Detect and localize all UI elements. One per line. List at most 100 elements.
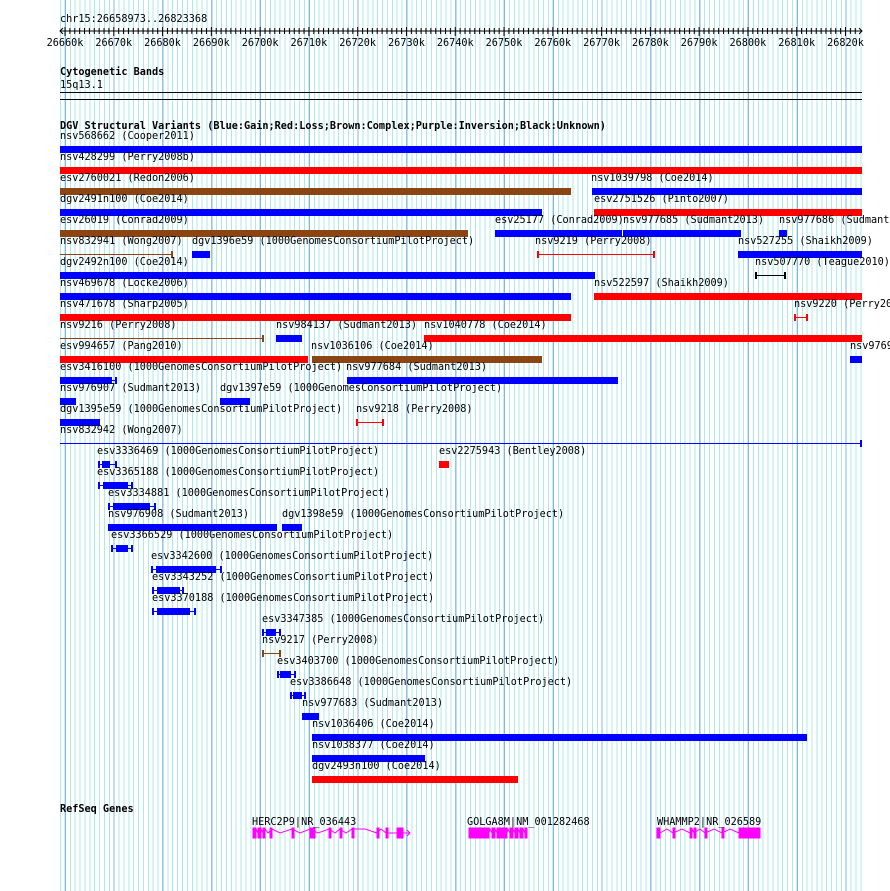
variant-label[interactable]: esv3386648 (1000GenomesConsortiumPilotPr… bbox=[290, 677, 573, 688]
variant-label[interactable]: esv3347385 (1000GenomesConsortiumPilotPr… bbox=[262, 614, 545, 625]
variant-bar[interactable] bbox=[594, 293, 862, 300]
variant-label[interactable]: dgv1395e59 (1000GenomesConsortiumPilotPr… bbox=[60, 404, 343, 415]
variant-bar[interactable] bbox=[102, 461, 110, 468]
variant-label[interactable]: nsv471678 (Sharp2005) bbox=[60, 299, 189, 310]
variant-label[interactable]: esv25177 (Conrad2009) bbox=[495, 215, 624, 226]
variant-label[interactable]: nsv9216 (Perry2008) bbox=[60, 320, 177, 331]
variant-bar[interactable] bbox=[116, 545, 128, 552]
variant-range-line[interactable] bbox=[537, 254, 655, 255]
variant-bar[interactable] bbox=[266, 629, 276, 636]
variant-label[interactable]: dgv2492n100 (Coe2014) bbox=[60, 257, 189, 268]
ruler[interactable]: 26660k 26670k 26680k 26690k 26700k 26710k 2672… bbox=[0, 24, 890, 48]
variant-label[interactable]: esv3416100 (1000GenomesConsortiumPilotPr… bbox=[60, 362, 343, 373]
variant-bar[interactable] bbox=[312, 776, 518, 783]
variant-bar[interactable] bbox=[60, 419, 100, 426]
variant-label[interactable]: nsv507770 (Teague2010) bbox=[755, 257, 890, 268]
refseq-gene-models[interactable] bbox=[0, 826, 890, 842]
variant-label[interactable]: nsv9220 (Perry2008) bbox=[794, 299, 890, 310]
variant-bar[interactable] bbox=[424, 335, 862, 342]
variant-range-line[interactable] bbox=[262, 653, 281, 654]
variant-label[interactable]: esv3403700 (1000GenomesConsortiumPilotPr… bbox=[277, 656, 560, 667]
variant-label[interactable]: nsv568662 (Cooper2011) bbox=[60, 131, 195, 142]
variant-label[interactable]: dgv1397e59 (1000GenomesConsortiumPilotPr… bbox=[220, 383, 503, 394]
variant-bar[interactable] bbox=[495, 230, 622, 237]
variant-bar[interactable] bbox=[282, 524, 302, 531]
gene-label[interactable]: GOLGA8M|NM_001282468 bbox=[467, 817, 590, 828]
variant-bar[interactable] bbox=[280, 671, 291, 678]
variant-label[interactable]: nsv1036106 (Coe2014) bbox=[311, 341, 434, 352]
variant-label[interactable]: nsv469678 (Locke2006) bbox=[60, 278, 189, 289]
variant-label[interactable]: dgv2491n100 (Coe2014) bbox=[60, 194, 189, 205]
variant-bar[interactable] bbox=[60, 230, 468, 237]
gene-HERC2P9[interactable] bbox=[252, 827, 411, 839]
variant-label[interactable]: esv26019 (Conrad2009) bbox=[60, 215, 189, 226]
variant-label[interactable]: esv3343252 (1000GenomesConsortiumPilotPr… bbox=[152, 572, 435, 583]
variant-bar[interactable] bbox=[293, 692, 302, 699]
variant-bar[interactable] bbox=[60, 377, 112, 384]
variant-range-line[interactable] bbox=[60, 338, 264, 339]
variant-bar[interactable] bbox=[60, 272, 595, 279]
variant-bar[interactable] bbox=[192, 251, 210, 258]
variant-label[interactable]: dgv2493n100 (Coe2014) bbox=[312, 761, 441, 772]
gene-label[interactable]: HERC2P9|NR_036443 bbox=[252, 817, 357, 828]
variant-bar[interactable] bbox=[60, 146, 862, 153]
variant-bar[interactable] bbox=[850, 356, 862, 363]
variant-range-line[interactable] bbox=[60, 443, 862, 444]
variant-label[interactable]: nsv1038377 (Coe2014) bbox=[312, 740, 435, 751]
variant-bar[interactable] bbox=[592, 188, 862, 195]
variant-bar[interactable] bbox=[60, 188, 571, 195]
gene-WHAMMP2[interactable] bbox=[656, 827, 761, 839]
variant-label[interactable]: nsv527255 (Shaikh2009) bbox=[738, 236, 873, 247]
variant-bar[interactable] bbox=[439, 461, 449, 468]
variant-bar[interactable] bbox=[738, 251, 862, 258]
variant-bar[interactable] bbox=[312, 755, 425, 762]
variant-label[interactable]: esv3336469 (1000GenomesConsortiumPilotPr… bbox=[97, 446, 380, 457]
variant-label[interactable]: dgv1398e59 (1000GenomesConsortiumPilotPr… bbox=[282, 509, 565, 520]
variant-label[interactable]: esv3365188 (1000GenomesConsortiumPilotPr… bbox=[97, 467, 380, 478]
variant-range-line[interactable] bbox=[755, 275, 786, 276]
variant-label[interactable]: nsv984137 (Sudmant2013) bbox=[276, 320, 418, 331]
variant-label[interactable]: nsv9218 (Perry2008) bbox=[356, 404, 473, 415]
variant-bar[interactable] bbox=[108, 524, 277, 531]
variant-bar[interactable] bbox=[276, 335, 302, 342]
variant-label[interactable]: nsv832942 (Wong2007) bbox=[60, 425, 183, 436]
variant-bar[interactable] bbox=[60, 167, 862, 174]
variant-label[interactable]: dgv1396e59 (1000GenomesConsortiumPilotPr… bbox=[192, 236, 475, 247]
variant-range-line[interactable] bbox=[60, 254, 173, 255]
variant-label[interactable]: nsv976907 (Sudmant2013) bbox=[60, 383, 202, 394]
variant-label[interactable]: nsv9219 (Perry2008) bbox=[535, 236, 652, 247]
variant-bar[interactable] bbox=[220, 398, 250, 405]
variant-label[interactable]: esv3342600 (1000GenomesConsortiumPilotPr… bbox=[151, 551, 434, 562]
variant-bar[interactable] bbox=[156, 566, 216, 573]
variant-range-line[interactable] bbox=[794, 317, 808, 318]
variant-label[interactable]: nsv522597 (Shaikh2009) bbox=[594, 278, 729, 289]
variant-range-line[interactable] bbox=[356, 422, 384, 423]
variant-label[interactable]: esv2275943 (Bentley2008) bbox=[439, 446, 587, 457]
variant-bar[interactable] bbox=[779, 230, 787, 237]
variant-label[interactable]: nsv977684 (Sudmant2013) bbox=[346, 362, 488, 373]
variant-bar[interactable] bbox=[347, 377, 618, 384]
variant-label[interactable]: nsv1040778 (Coe2014) bbox=[424, 320, 547, 331]
variant-bar[interactable] bbox=[312, 734, 807, 741]
variant-label[interactable]: nsv976908 (Sudmant2013) bbox=[108, 509, 250, 520]
variant-label[interactable]: nsv977686 (Sudmant2013) bbox=[779, 215, 890, 226]
gene-GOLGA8M[interactable] bbox=[468, 827, 528, 839]
variant-bar[interactable] bbox=[60, 209, 542, 216]
variant-bar[interactable] bbox=[157, 608, 190, 615]
variant-label[interactable]: esv3366529 (1000GenomesConsortiumPilotPr… bbox=[111, 530, 394, 541]
gene-label[interactable]: WHAMMP2|NR_026589 bbox=[657, 817, 762, 828]
variant-label[interactable]: esv2760021 (Redon2006) bbox=[60, 173, 195, 184]
variant-label[interactable]: nsv428299 (Perry2008b) bbox=[60, 152, 195, 163]
variant-label[interactable]: esv3334881 (1000GenomesConsortiumPilotPr… bbox=[108, 488, 391, 499]
variant-bar[interactable] bbox=[302, 713, 319, 720]
variant-bar[interactable] bbox=[103, 482, 128, 489]
variant-bar[interactable] bbox=[623, 230, 741, 237]
variant-label[interactable]: nsv977685 (Sudmant2013) bbox=[623, 215, 765, 226]
variant-bar[interactable] bbox=[312, 356, 542, 363]
variant-bar[interactable] bbox=[60, 398, 76, 405]
variant-label[interactable]: nsv832941 (Wong2007) bbox=[60, 236, 183, 247]
variant-bar[interactable] bbox=[60, 293, 571, 300]
variant-label[interactable]: nsv9217 (Perry2008) bbox=[262, 635, 379, 646]
variant-bar[interactable] bbox=[157, 587, 180, 594]
variant-label[interactable]: nsv977683 (Sudmant2013) bbox=[302, 698, 444, 709]
